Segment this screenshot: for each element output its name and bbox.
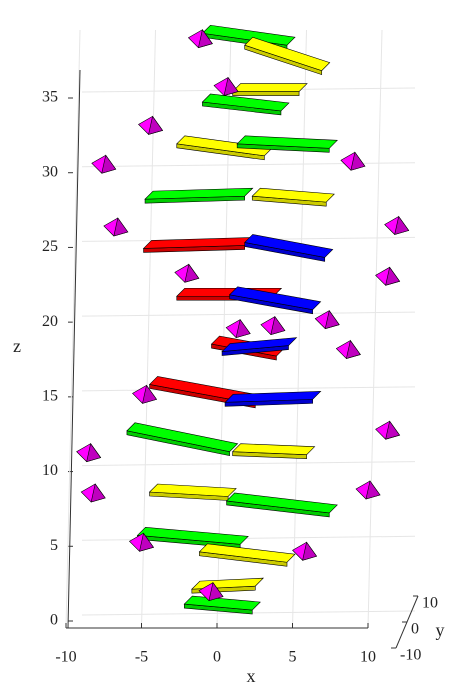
grid-line	[82, 462, 415, 466]
z-tick-label: 35	[42, 89, 58, 106]
x-axis-label: x	[247, 666, 256, 686]
y-axis-label: y	[436, 620, 445, 640]
z-tick-label: 20	[42, 313, 58, 330]
z-tick-label: 0	[50, 612, 58, 629]
slab	[233, 84, 307, 92]
y-tick-label: -10	[400, 647, 421, 664]
x-tick-label: -5	[135, 649, 148, 666]
z-axis-label: z	[13, 336, 21, 356]
grid-line	[293, 30, 307, 628]
z-axis	[68, 70, 80, 628]
x-tick-label: 5	[289, 649, 297, 666]
chart: x y z 05101520253035-10-50510-10010	[0, 0, 449, 690]
slab-side	[233, 92, 299, 96]
x-tick-label: 0	[213, 649, 221, 666]
grid-line	[82, 312, 415, 316]
z-tick-label: 30	[42, 163, 58, 180]
z-tick-label: 5	[50, 537, 58, 554]
grid-line	[66, 30, 80, 628]
z-tick-label: 15	[42, 388, 58, 405]
x-tick-label: -10	[55, 649, 76, 666]
y-tick-label: 10	[422, 595, 438, 612]
x-tick-label: 10	[360, 649, 376, 666]
grid-line	[368, 30, 382, 628]
y-tick-label: 0	[411, 621, 419, 638]
z-tick-label: 25	[42, 238, 58, 255]
z-tick-label: 10	[42, 462, 58, 479]
grid-line	[82, 387, 415, 391]
